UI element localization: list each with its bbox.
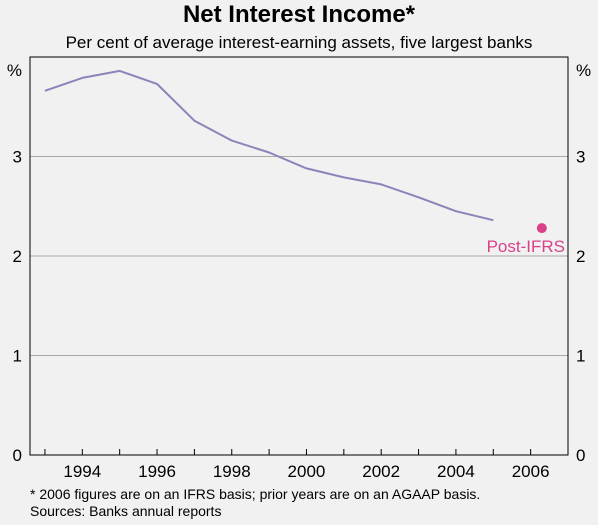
- plot-border: [29, 56, 569, 456]
- chart-subtitle: Per cent of average interest-earning ass…: [65, 33, 533, 52]
- x-tick-label: 2000: [288, 462, 326, 481]
- y-axis-unit-left: %: [7, 61, 22, 80]
- y-tick-label-left: 3: [13, 148, 22, 167]
- x-tick-label: 2002: [362, 462, 400, 481]
- sources-note: Sources: Banks annual reports: [30, 503, 222, 519]
- post-ifrs-point: [536, 223, 547, 234]
- x-tick-label: 1998: [213, 462, 251, 481]
- y-tick-label-right: 0: [576, 446, 585, 465]
- x-tick-label: 1994: [63, 462, 101, 481]
- x-tick-label: 2004: [437, 462, 475, 481]
- post-ifrs-label: Post-IFRS: [487, 237, 565, 256]
- y-tick-label-right: 1: [576, 347, 585, 366]
- chart-title: Net Interest Income*: [182, 1, 416, 28]
- series-line: [44, 69, 494, 222]
- y-tick-label-left: 0: [13, 446, 22, 465]
- y-axis-unit-right: %: [576, 61, 591, 80]
- y-tick-label-left: 1: [13, 347, 22, 366]
- y-tick-label-right: 2: [576, 247, 585, 266]
- x-tick-label: 2006: [512, 462, 550, 481]
- x-tick-label: 1996: [138, 462, 176, 481]
- footnote: * 2006 figures are on an IFRS basis; pri…: [30, 486, 481, 502]
- y-tick-label-left: 2: [13, 247, 22, 266]
- y-tick-label-right: 3: [576, 148, 585, 167]
